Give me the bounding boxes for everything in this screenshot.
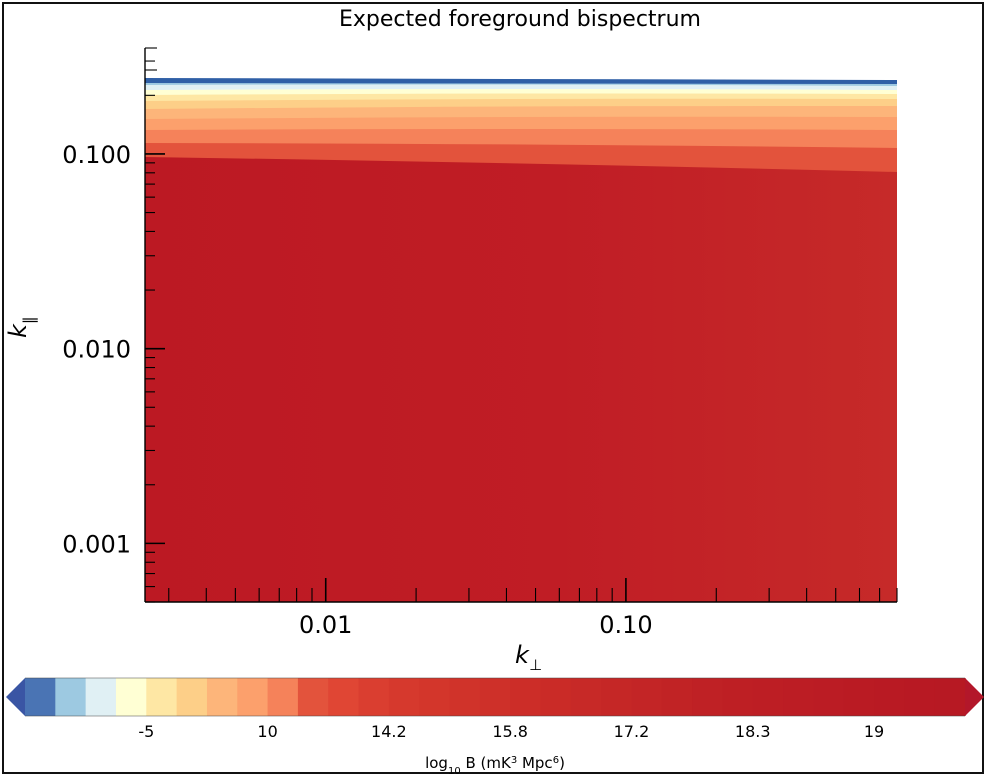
colorbar-bin	[449, 678, 481, 716]
colorbar-bin	[55, 678, 87, 716]
colorbar-bin	[25, 678, 56, 716]
colorbar-bin	[176, 678, 208, 716]
colorbar-tick-label: 19	[864, 722, 884, 741]
heatmap-contour-bands	[145, 48, 897, 172]
colorbar-tick-label: 10	[257, 722, 277, 741]
colorbar-bin	[419, 678, 451, 716]
colorbar-bin	[540, 678, 572, 716]
colorbar-bin	[874, 678, 905, 716]
colorbar-extend-high-arrow	[965, 678, 984, 716]
x-tick-label: 0.01	[299, 611, 352, 639]
x-ticks: 0.01 0.10	[168, 578, 898, 639]
colorbar-tick-label: 14.2	[371, 722, 407, 741]
axes: 0.001 0.010 0.100 0.01 0.10	[62, 47, 898, 639]
colorbar-bin	[297, 678, 329, 716]
colorbar-tick-label: 17.2	[614, 722, 650, 741]
colorbar-bin	[479, 678, 511, 716]
y-tick-label: 0.100	[62, 141, 131, 169]
colorbar-bin	[631, 678, 663, 716]
y-tick-label: 0.010	[62, 336, 131, 364]
y-ticks: 0.001 0.010 0.100	[62, 47, 165, 603]
x-axis-label: k ⊥	[515, 641, 542, 674]
colorbar-bin	[267, 678, 299, 716]
chart-title: Expected foreground bispectrum	[339, 7, 701, 32]
colorbar-extend-low-arrow	[6, 678, 25, 716]
colorbar-bin	[843, 678, 875, 716]
y-axis-label-sub: ‖	[20, 317, 38, 325]
x-tick-label: 0.10	[599, 611, 652, 639]
colorbar-bin	[934, 678, 966, 716]
colorbar-label: log10 B (mK3 Mpc6)	[425, 754, 565, 777]
colorbar-tick-label: 15.8	[492, 722, 528, 741]
heatmap-area	[145, 48, 897, 602]
colorbar-bin	[85, 678, 117, 716]
colorbar-bin	[752, 678, 784, 716]
colorbar-bin	[904, 678, 936, 716]
colorbar-bin	[510, 678, 542, 716]
x-axis-label-sub: ⊥	[529, 656, 542, 674]
colorbar-bin	[570, 678, 602, 716]
contour-band-edge	[145, 78, 897, 84]
colorbar-bin	[358, 678, 390, 716]
colorbar-bin	[692, 678, 724, 716]
heatmap-empty-region	[145, 48, 897, 78]
x-axis-label-main: k	[515, 641, 530, 669]
y-tick-label: 0.001	[62, 530, 131, 558]
colorbar: -5 10 14.2 15.8 17.2 18.3 19 log10 B (mK3 Mpc6…	[6, 677, 984, 777]
colorbar-bins	[25, 677, 966, 717]
y-axis-label-main: k	[4, 323, 32, 338]
colorbar-tick-label: 18.3	[735, 722, 771, 741]
colorbar-ticks: -5 10 14.2 15.8 17.2 18.3 19	[138, 722, 884, 741]
colorbar-bin	[661, 678, 693, 716]
y-axis-label: k ‖	[4, 317, 38, 339]
colorbar-bin	[146, 678, 178, 716]
colorbar-bin	[722, 678, 754, 716]
colorbar-bin	[783, 678, 814, 716]
colorbar-bin	[601, 678, 633, 716]
colorbar-bin	[237, 678, 269, 716]
colorbar-bin	[206, 678, 238, 716]
colorbar-bin	[328, 678, 360, 716]
colorbar-bin	[813, 678, 845, 716]
colorbar-bin	[115, 678, 147, 716]
colorbar-bin	[388, 678, 420, 716]
colorbar-tick-label: -5	[138, 722, 154, 741]
